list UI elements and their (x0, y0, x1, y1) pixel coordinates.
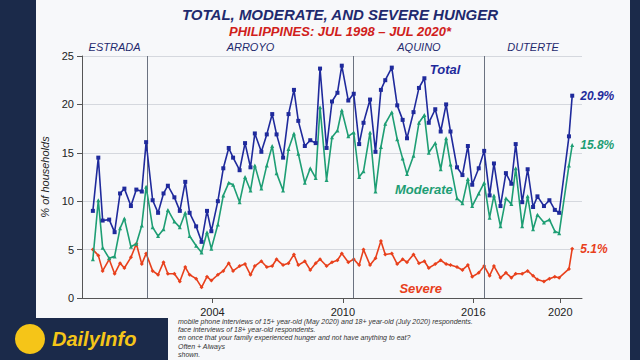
svg-text:shown.: shown. (178, 351, 200, 358)
svg-text:Often + Always: Often + Always (178, 343, 226, 351)
svg-text:TOTAL, MODERATE, AND SEVERE HU: TOTAL, MODERATE, AND SEVERE HUNGER (182, 6, 498, 23)
svg-text:2004: 2004 (200, 306, 224, 318)
svg-text:10: 10 (62, 195, 74, 207)
svg-text:ARROYO: ARROYO (226, 41, 275, 53)
svg-text:Moderate: Moderate (395, 182, 453, 197)
svg-text:20: 20 (62, 98, 74, 110)
svg-text:0: 0 (68, 292, 74, 304)
svg-text:5.1%: 5.1% (580, 242, 608, 256)
svg-text:20.9%: 20.9% (579, 89, 614, 103)
svg-text:Severe: Severe (399, 281, 442, 296)
svg-text:DailyInfo: DailyInfo (52, 328, 136, 350)
svg-text:2010: 2010 (331, 306, 355, 318)
svg-text:Total: Total (430, 62, 461, 77)
svg-text:face interviews of 18+ year-ol: face interviews of 18+ year-old responde… (178, 326, 315, 334)
svg-text:DUTERTE: DUTERTE (507, 41, 559, 53)
svg-text:PHILIPPINES: JUL 1998 – JUL 20: PHILIPPINES: JUL 1998 – JUL 2020* (229, 24, 452, 39)
svg-text:2020: 2020 (548, 306, 572, 318)
svg-text:15.8%: 15.8% (580, 138, 614, 152)
svg-text:5: 5 (68, 244, 74, 256)
svg-text:AQUINO: AQUINO (396, 41, 441, 53)
svg-text:% of households: % of households (39, 136, 51, 218)
svg-text:en once that your family exper: en once that your family experienced hun… (178, 334, 410, 342)
svg-text:ESTRADA: ESTRADA (89, 41, 141, 53)
svg-text:2016: 2016 (461, 306, 485, 318)
svg-text:mobile phone interviews of 15+: mobile phone interviews of 15+ year-old … (178, 318, 473, 326)
svg-text:15: 15 (62, 147, 74, 159)
svg-text:25: 25 (62, 50, 74, 62)
